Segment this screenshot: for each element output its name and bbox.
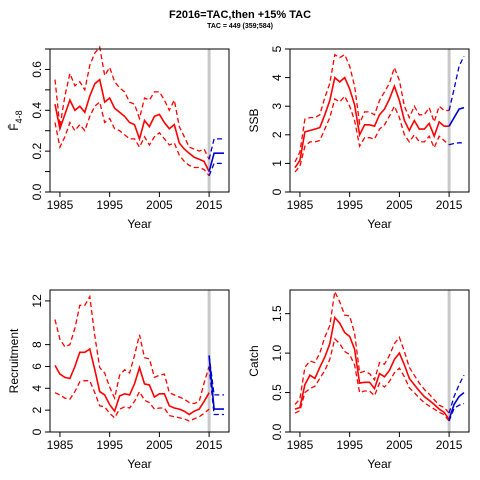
y-axis-title-subscript: 4-8 (14, 110, 24, 123)
x-tick-label: 1985 (47, 198, 74, 212)
y-tick-label: 1.5 (270, 305, 284, 322)
x-tick-label: 2015 (436, 438, 463, 452)
y-tick-label: 5 (270, 45, 284, 52)
x-tick-label: 1985 (287, 198, 314, 212)
series-median (54, 347, 210, 416)
y-axis-title-main: F̄ (7, 123, 21, 130)
series-lower (294, 95, 450, 173)
y-tick-label: 0.5 (270, 384, 284, 401)
y-tick-label: 2 (270, 131, 284, 138)
x-axis-title: Year (367, 217, 391, 231)
projection-upper (448, 374, 465, 414)
series-median (294, 315, 450, 420)
x-tick-label: 2015 (196, 198, 223, 212)
y-tick-label: 8 (30, 341, 44, 348)
figure-title: F2016=TAC,then +15% TAC (168, 9, 312, 21)
x-tick-label: 2005 (146, 438, 173, 452)
y-tick-label: 2 (30, 406, 44, 413)
x-tick-label: 2005 (386, 198, 413, 212)
panel-top-left: 1985 1995 2005 2015 0.0 0.2 0.4 0.6 Year F̄4-8 (7, 45, 230, 231)
y-axis-title: SSB (247, 108, 261, 132)
y-tick-label: 3 (270, 103, 284, 110)
series-median (294, 76, 450, 169)
projection-upper (208, 138, 224, 160)
y-tick-label: 4 (30, 385, 44, 392)
x-tick-label: 1995 (96, 438, 123, 452)
series-median (54, 78, 210, 172)
x-axis-title: Year (367, 457, 391, 471)
projection-upper (208, 355, 224, 396)
panel-bottom-left: 1985 1995 2005 2015 0 2 4 6 8 12 Year Recruitment (7, 289, 230, 471)
x-tick-label: 1995 (336, 198, 363, 212)
projection-lower (448, 402, 465, 422)
y-axis-title: F̄4-8 (7, 110, 24, 130)
plot-frame (49, 48, 230, 193)
y-tick-label: 0 (270, 188, 284, 195)
projection-median (208, 355, 224, 410)
plot-frame (289, 289, 470, 433)
x-tick-label: 2015 (196, 438, 223, 452)
x-tick-label: 1995 (336, 438, 363, 452)
x-tick-label: 1995 (96, 198, 123, 212)
figure-subtitle: TAC = 449 (359;584) (207, 23, 273, 30)
projection-median (448, 106, 465, 127)
x-axis-title: Year (127, 217, 151, 231)
y-tick-label: 0.4 (30, 102, 44, 119)
projection-median (448, 391, 465, 420)
y-tick-label: 0.0 (270, 423, 284, 440)
x-axis-title: Year (127, 457, 151, 471)
series-upper (54, 45, 210, 160)
y-tick-label: 0 (30, 428, 44, 435)
projection-lower (208, 366, 224, 416)
y-tick-label: 12 (30, 294, 44, 308)
x-tick-label: 1985 (47, 438, 74, 452)
x-tick-label: 2005 (146, 198, 173, 212)
x-tick-label: 2015 (436, 198, 463, 212)
plot-frame (289, 48, 470, 193)
y-tick-label: 1.0 (270, 344, 284, 361)
y-tick-label: 0.0 (30, 183, 44, 200)
y-tick-label: 6 (30, 363, 44, 370)
series-lower (294, 337, 450, 422)
y-tick-label: 0.2 (30, 142, 44, 159)
series-upper (294, 289, 450, 414)
y-tick-label: 1 (270, 160, 284, 167)
series-upper (294, 53, 450, 163)
projection-lower (448, 142, 464, 146)
y-axis-title: Recruitment (7, 328, 21, 393)
panel-bottom-right: 1985 1995 2005 2015 0.0 0.5 1.0 1.5 Year Catch (247, 289, 470, 471)
y-axis-title: Catch (247, 345, 261, 376)
projection-upper (448, 55, 465, 111)
projection-lower (208, 162, 224, 176)
plot-frame (49, 289, 230, 433)
series-lower (54, 100, 210, 177)
series-upper (54, 294, 210, 405)
x-tick-label: 2005 (386, 438, 413, 452)
y-tick-label: 4 (270, 74, 284, 81)
y-tick-label: 0.6 (30, 61, 44, 78)
x-tick-label: 1985 (287, 438, 314, 452)
projection-median (208, 152, 224, 172)
panel-top-right: 1985 1995 2005 2015 0 1 2 3 4 5 Year SSB (247, 45, 470, 231)
